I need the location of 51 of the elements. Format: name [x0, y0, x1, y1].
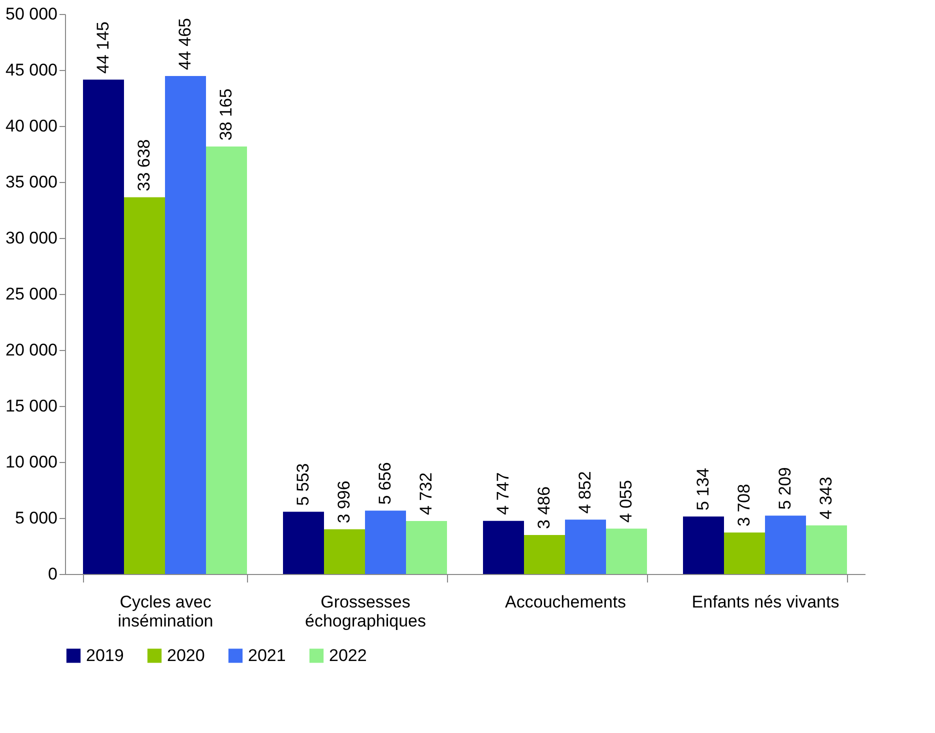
bar — [765, 516, 806, 574]
data-label: 4 852 — [576, 471, 594, 514]
legend-label: 2022 — [329, 646, 367, 665]
legend-label: 2021 — [248, 646, 286, 665]
data-label: 5 209 — [776, 467, 794, 510]
bar — [683, 516, 724, 574]
bar — [406, 521, 447, 574]
y-tick-label: 25 000 — [6, 284, 58, 304]
data-label: 5 134 — [694, 468, 712, 510]
y-tick-label: 30 000 — [6, 228, 58, 248]
y-tick-label: 35 000 — [6, 172, 58, 192]
y-tick-label: 0 — [48, 564, 58, 584]
data-label: 33 638 — [134, 139, 154, 192]
bar — [83, 80, 124, 574]
bar — [606, 528, 647, 574]
bar — [565, 520, 606, 574]
data-label: 44 145 — [94, 22, 112, 74]
data-label: 5 656 — [376, 462, 394, 505]
x-tick-label: Enfants nés vivants — [692, 592, 840, 612]
bar — [806, 525, 847, 574]
bar — [206, 146, 247, 574]
data-label: 5 553 — [294, 463, 312, 506]
bar — [365, 510, 406, 574]
data-label: 3 996 — [334, 480, 354, 524]
y-tick-label: 40 000 — [6, 116, 58, 136]
bar — [324, 529, 365, 574]
data-label: 4 732 — [416, 472, 436, 515]
y-tick-label: 15 000 — [6, 396, 58, 416]
y-tick-label: 10 000 — [6, 452, 58, 472]
x-tick-label: Cycles avec insémination — [118, 592, 214, 630]
data-label: 3 708 — [734, 484, 754, 526]
bar — [724, 532, 765, 574]
bar — [124, 197, 165, 574]
bar — [165, 76, 206, 574]
bar — [524, 534, 565, 574]
data-label: 4 055 — [616, 480, 636, 523]
y-tick-label: 45 000 — [6, 60, 58, 80]
y-tick-label: 20 000 — [6, 340, 58, 360]
bar — [283, 512, 324, 574]
y-tick-label: 5 000 — [14, 508, 58, 528]
legend-label: 2019 — [86, 646, 124, 665]
legend-label: 2020 — [167, 646, 205, 665]
y-tick-label: 50 000 — [6, 4, 58, 24]
bar — [483, 520, 524, 574]
data-label: 4 343 — [816, 476, 836, 520]
data-label: 3 486 — [534, 486, 554, 529]
data-label: 4 747 — [494, 472, 512, 515]
data-label: 44 465 — [176, 18, 194, 70]
x-tick-label: Accouchements — [505, 592, 626, 612]
x-tick-label: Grossesses échographiques — [305, 592, 426, 630]
data-label: 38 165 — [216, 88, 236, 141]
